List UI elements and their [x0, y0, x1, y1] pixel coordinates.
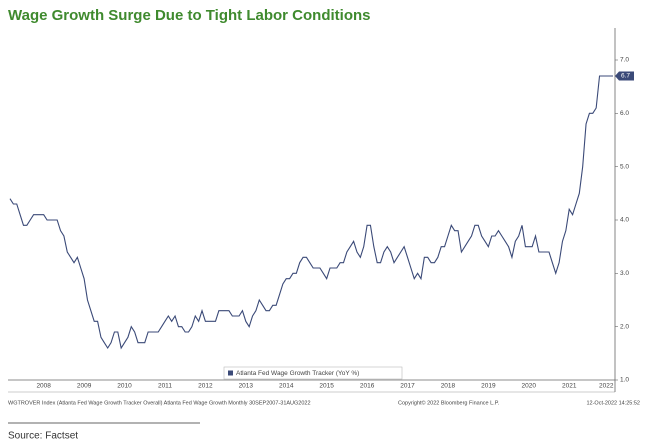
x-tick-label: 2009	[77, 383, 92, 390]
source: Source: Factset	[8, 431, 78, 442]
y-tick-label: 5.0	[620, 163, 629, 170]
footer-left: WGTROVER Index (Atlanta Fed Wage Growth …	[8, 400, 311, 406]
x-tick-label: 2021	[562, 383, 577, 390]
y-tick-label: 3.0	[620, 270, 629, 277]
y-tick-label: 2.0	[620, 323, 629, 330]
x-tick-label: 2014	[279, 383, 294, 390]
legend-swatch	[228, 370, 233, 376]
y-tick-label: 6.0	[620, 110, 629, 117]
footer-center: Copyright© 2022 Bloomberg Finance L.P.	[398, 399, 500, 406]
last-value-tag: 6.7	[621, 73, 630, 80]
legend-box	[223, 366, 403, 380]
x-tick-label: 2012	[198, 383, 213, 390]
legend-label: Atlanta Fed Wage Growth Tracker (YoY %)	[236, 370, 359, 377]
footer-right: 12-Oct-2022 14:25:52	[586, 400, 640, 406]
x-tick-label: 2017	[400, 383, 415, 390]
x-tick-label: 2013	[239, 383, 254, 390]
y-tick-label: 4.0	[620, 217, 629, 224]
x-tick-label: 2020	[522, 383, 537, 390]
x-tick-label: 2018	[441, 383, 456, 390]
y-tick-label: 1.0	[620, 377, 629, 384]
x-tick-label: 2022	[599, 383, 614, 390]
x-tick-label: 2016	[360, 383, 375, 390]
x-tick-label: 2008	[36, 383, 51, 390]
data-line	[9, 75, 613, 350]
y-tick-label: 7.0	[620, 57, 629, 64]
x-tick-label: 2019	[481, 383, 496, 390]
x-tick-label: 2011	[158, 383, 172, 390]
x-tick-label: 2015	[319, 383, 334, 390]
x-tick-label: 2010	[117, 383, 132, 390]
last-value-tag-bg	[615, 71, 634, 81]
chart-title: Wage Growth Surge Due to Tight Labor Con…	[8, 7, 370, 24]
